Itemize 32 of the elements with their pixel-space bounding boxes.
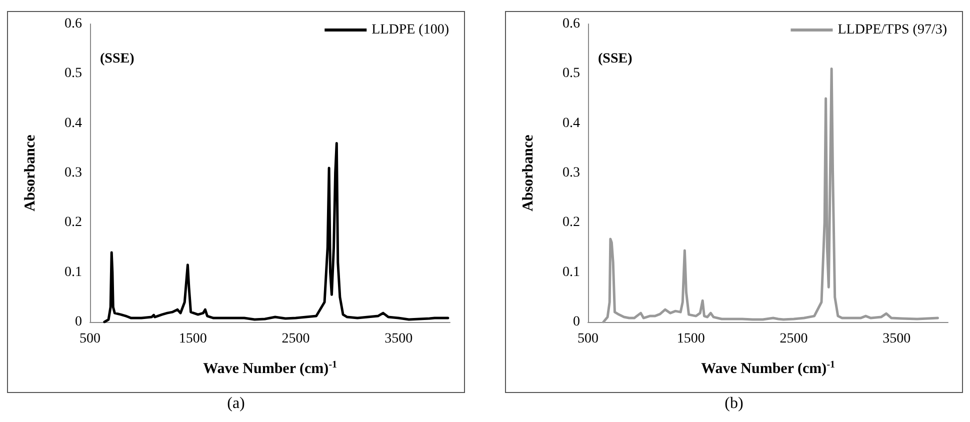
text: (a) [226, 395, 246, 413]
line-series [602, 67, 939, 324]
y-tick-label: 0.6 [64, 16, 82, 32]
annotation: (SSE) [100, 52, 135, 66]
y-axis-title: Absorbance [520, 134, 536, 212]
annotation: (SSE) [598, 52, 633, 66]
y-axis-title: Absorbance [22, 134, 38, 212]
y-tick-label: 0.5 [562, 66, 580, 82]
x-tick-label: 3500 [882, 332, 911, 346]
legend-label: LLDPE (100) [372, 22, 450, 38]
y-tick-label: 0.4 [562, 116, 580, 131]
y-tick-label: 0.3 [562, 166, 580, 180]
y-tick-label: 0.3 [64, 166, 82, 180]
y-tick-label: 0.2 [64, 215, 82, 230]
y-tick-label: 0.6 [562, 16, 580, 32]
x-tick-label: 500 [578, 332, 598, 346]
x-tick-label: 1500 [676, 332, 705, 346]
y-tick-label: 0.5 [64, 66, 82, 82]
y-tick-label: 0.4 [64, 116, 82, 131]
text: (b) [724, 395, 744, 413]
x-tick-label: 2500 [780, 332, 808, 346]
x-tick-label: 2500 [282, 332, 310, 346]
x-tick-label: 500 [80, 332, 100, 346]
y-tick-label: 0 [75, 314, 82, 330]
y-tick-label: 0.1 [562, 264, 580, 280]
x-tick-label: 1500 [178, 332, 207, 346]
legend-label: LLDPE/TPS (97/3) [838, 22, 948, 38]
line-series [103, 142, 450, 324]
y-tick-label: 0 [573, 314, 580, 330]
y-tick-label: 0.1 [64, 264, 82, 280]
x-tick-label: 3500 [384, 332, 413, 346]
y-tick-label: 0.2 [562, 215, 580, 230]
